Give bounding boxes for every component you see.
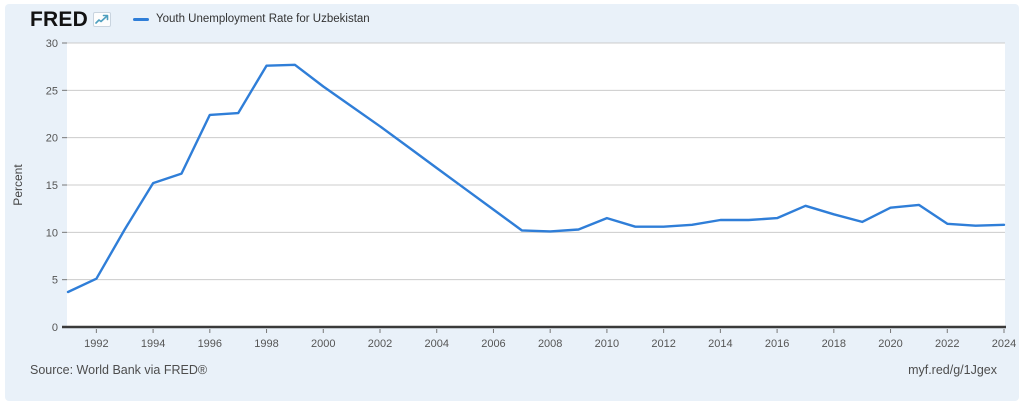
y-tick-label: 10 — [46, 227, 58, 239]
y-tick-label: 20 — [46, 133, 58, 145]
data-line-series — [66, 63, 1006, 294]
x-tick-label: 1994 — [141, 338, 165, 350]
chart-header: FRED Youth Unemployment Rate for Uzbekis… — [30, 7, 370, 31]
fred-sparkline-arrow-icon — [92, 11, 111, 27]
y-axis-title: Percent — [11, 164, 25, 206]
x-tick-label: 2010 — [595, 338, 619, 350]
y-tick-label: 5 — [52, 275, 58, 287]
x-tick-label: 2014 — [708, 338, 732, 350]
legend-line-swatch — [132, 17, 149, 21]
source-note: Source: World Bank via FRED® — [30, 363, 208, 377]
fred-logo-text: FRED — [30, 7, 88, 31]
x-tick-label: 2018 — [822, 338, 846, 350]
y-tick-label: 15 — [46, 180, 58, 192]
x-tick-label: 2008 — [538, 338, 562, 350]
line-chart: 0 5 10 15 20 25 30 Percent 1992 1994 1996 1998 2000 2… — [11, 38, 1016, 350]
x-tick-label: 1996 — [198, 338, 222, 350]
legend: Youth Unemployment Rate for Uzbekistan — [132, 13, 370, 25]
x-tick-label: 1998 — [254, 338, 278, 350]
x-tick-label: 2022 — [935, 338, 959, 350]
x-tick-label: 2004 — [424, 338, 448, 350]
x-tick-label: 2000 — [311, 338, 335, 350]
x-tick-label: 2024 — [992, 338, 1016, 350]
legend-series-label: Youth Unemployment Rate for Uzbekistan — [155, 13, 370, 25]
x-tick-label: 2020 — [878, 338, 902, 350]
x-tick-label: 2016 — [765, 338, 789, 350]
y-tick-label: 0 — [52, 322, 58, 334]
chart-footer: Source: World Bank via FRED® myf.red/g/1… — [30, 363, 997, 377]
x-tick-label: 2002 — [368, 338, 392, 350]
x-tick-label: 2006 — [481, 338, 505, 350]
x-tick-label: 2012 — [651, 338, 675, 350]
fred-logo[interactable]: FRED — [30, 9, 111, 30]
y-tick-label: 30 — [46, 38, 58, 50]
y-tick-label: 25 — [46, 85, 58, 97]
x-tick-label: 1992 — [84, 338, 108, 350]
short-url-link[interactable]: myf.red/g/1Jgex — [908, 363, 997, 377]
